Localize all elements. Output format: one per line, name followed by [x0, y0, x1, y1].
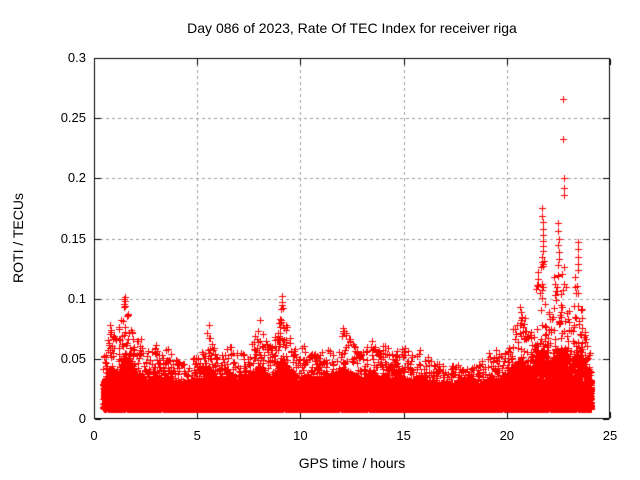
y-tick-label: 0.3 — [67, 50, 86, 65]
y-tick-label: 0.25 — [60, 110, 86, 126]
chart-title: Day 086 of 2023, Rate Of TEC Index for r… — [187, 20, 517, 36]
y-tick-label: 0 — [78, 411, 86, 426]
y-axis-label: ROTI / TECUs — [10, 193, 26, 283]
y-tick-label: 0.15 — [60, 230, 86, 246]
x-tick-label: 0 — [90, 428, 98, 443]
x-tick-label: 10 — [293, 428, 308, 443]
x-tick-label: 5 — [193, 428, 201, 443]
x-tick-label: 25 — [602, 428, 618, 443]
x-tick-label: 15 — [396, 428, 411, 443]
x-axis-label: GPS time / hours — [298, 455, 406, 471]
y-tick-label: 0.2 — [67, 170, 86, 186]
x-tick-label: 20 — [499, 428, 515, 443]
y-tick-label: 0.1 — [67, 290, 86, 306]
y-tick-label: 0.05 — [60, 350, 86, 366]
